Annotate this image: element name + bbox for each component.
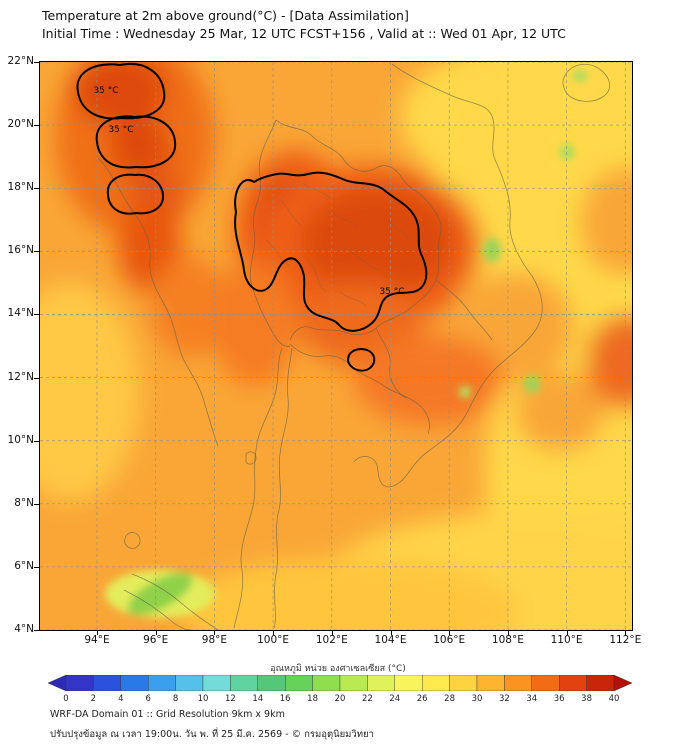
- colorbar-tick-label: 36: [553, 694, 565, 704]
- colorbar-cell: [65, 675, 94, 691]
- colorbar-tick-label: 14: [252, 694, 264, 704]
- y-axis-tick-mark: [34, 377, 39, 379]
- y-axis-tick-label: 4°N: [14, 623, 34, 635]
- colorbar-cell: [586, 675, 615, 691]
- colorbar-tick-label: 22: [361, 694, 373, 704]
- colorbar-cell: [175, 675, 204, 691]
- colorbar-cell: [312, 675, 341, 691]
- colorbar-gradient: [47, 675, 633, 691]
- x-axis-tick-label: 104°E: [374, 634, 407, 646]
- colorbar-cell: [367, 675, 395, 691]
- y-axis-tick-label: 22°N: [7, 55, 34, 67]
- colorbar-tick-label: 8: [172, 694, 179, 704]
- y-axis-tick-mark: [34, 188, 39, 190]
- colorbar-tick-label: 24: [389, 694, 401, 704]
- y-axis-tick-label: 14°N: [7, 307, 34, 320]
- y-axis-tick-mark: [34, 62, 39, 63]
- x-axis-tick-label: 94°E: [84, 634, 110, 646]
- colorbar-label: อุณหภูมิ หน่วย องศาเซลเซียส (°C): [270, 664, 406, 674]
- y-axis-tick-label: 8°N: [14, 496, 34, 509]
- x-axis-tick-mark: [97, 631, 98, 635]
- y-axis-tick-label: 20°N: [7, 118, 34, 131]
- colorbar-tick-label: 26: [416, 694, 428, 704]
- colorbar-tick-label: 12: [224, 694, 236, 704]
- x-axis-tick-mark: [449, 631, 451, 635]
- y-axis-tick-label: 10°N: [7, 433, 34, 446]
- x-axis-tick-label: 108°E: [491, 634, 524, 646]
- x-axis-tick-mark: [214, 631, 216, 635]
- y-axis-tick-mark: [34, 314, 39, 316]
- colorbar-cell: [504, 675, 532, 691]
- contour-label-35c: 35 °C: [379, 287, 404, 297]
- colorbar-cell: [284, 675, 313, 691]
- x-axis-tick-mark: [507, 631, 509, 635]
- field-blobs: [40, 62, 632, 630]
- y-axis-tick-label: 18°N: [7, 181, 34, 194]
- colorbar-cell: [339, 675, 368, 691]
- x-axis-tick-label: 102°E: [315, 634, 348, 646]
- colorbar-tick-label: 10: [197, 694, 209, 704]
- x-axis-tick-label: 96°E: [143, 634, 169, 646]
- colorbar-cell: [394, 675, 423, 691]
- colorbar-left-arrow: [47, 675, 67, 691]
- colorbar-tick-label: 20: [334, 694, 346, 704]
- colorbar-cell: [93, 675, 122, 691]
- x-axis-tick-label: 112°E: [609, 634, 642, 646]
- colorbar-cell: [147, 675, 176, 691]
- y-axis-tick-label: 6°N: [14, 559, 34, 572]
- colorbar-tick-label: 16: [279, 694, 291, 704]
- x-axis-tick-label: 98°E: [201, 634, 228, 646]
- colorbar-tick-label: 32: [498, 694, 510, 704]
- y-axis-tick-label: 12°N: [7, 370, 34, 383]
- footer-update-info: ปรับปรุงข้อมูล ณ เวลา 19:00น. วัน พ. ที่…: [50, 729, 374, 740]
- colorbar-tick-label: 40: [608, 694, 620, 704]
- x-axis-tick-mark: [390, 631, 392, 635]
- gridlines: [40, 62, 632, 630]
- y-axis-tick-mark: [34, 251, 39, 253]
- colorbar-cell: [120, 675, 149, 691]
- colorbar-tick-label: 28: [444, 694, 455, 704]
- colorbar-cell: [531, 675, 560, 691]
- x-axis-tick-label: 106°E: [433, 634, 466, 646]
- x-axis-tick-mark: [273, 631, 275, 635]
- y-axis-tick-label: 16°N: [7, 244, 34, 257]
- contour-label-35c: 35 °C: [93, 86, 118, 96]
- colorbar-tick-label: 6: [145, 694, 151, 704]
- colorbar-tick-label: 0: [63, 694, 69, 704]
- map-subtitle: Initial Time : Wednesday 25 Mar, 12 UTC …: [42, 26, 566, 41]
- colorbar-cell: [559, 675, 587, 691]
- footer-domain-info: WRF-DA Domain 01 :: Grid Resolution 9km …: [50, 709, 285, 720]
- temperature-field-map: 35 °C 35 °C 35 °C: [40, 62, 632, 630]
- y-axis-tick-mark: [34, 503, 39, 505]
- y-axis-tick-mark: [34, 440, 39, 442]
- y-axis-tick-mark: [34, 630, 39, 631]
- contour-label-35c: 35 °C: [108, 125, 133, 135]
- colorbar-cell: [202, 675, 231, 691]
- colorbar-tick-label: 18: [307, 694, 318, 704]
- colorbar-tick-label: 4: [118, 694, 124, 704]
- colorbar-right-arrow: [613, 675, 633, 691]
- admin-boundaries: [97, 63, 611, 630]
- colorbar-tick-label: 30: [471, 694, 483, 704]
- x-axis-tick-label: 110°E: [550, 634, 583, 646]
- colorbar-cell: [257, 675, 286, 691]
- map-title: Temperature at 2m above ground(°C) - [Da…: [42, 8, 409, 23]
- colorbar-tick-label: 34: [526, 694, 538, 704]
- colorbar-tick-label: 2: [90, 694, 97, 704]
- y-axis-tick-mark: [34, 125, 39, 127]
- colorbar-cell: [230, 675, 258, 691]
- x-axis-tick-label: 100°E: [257, 634, 290, 646]
- colorbar-cell: [449, 675, 478, 691]
- x-axis-tick-mark: [566, 631, 568, 635]
- x-axis-tick-mark: [331, 631, 333, 635]
- colorbar-cell: [476, 675, 505, 691]
- x-axis-tick-mark: [625, 631, 627, 635]
- colorbar-tick-label: 38: [581, 694, 592, 704]
- x-axis-tick-mark: [155, 631, 157, 635]
- y-axis-tick-mark: [34, 566, 39, 568]
- field-cool-spots: [105, 70, 587, 618]
- colorbar-cell: [422, 675, 450, 691]
- contour-lines-35c: [76, 63, 428, 372]
